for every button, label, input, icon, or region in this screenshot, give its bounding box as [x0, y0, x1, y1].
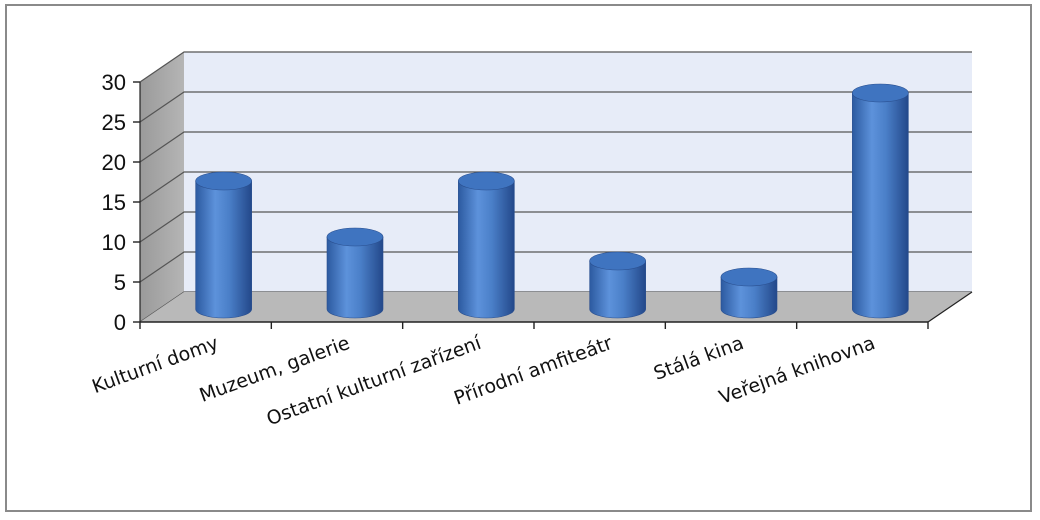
y-tick-label: 30 [102, 70, 126, 95]
bar[interactable] [458, 171, 515, 319]
y-tick-label: 5 [114, 270, 126, 295]
bar-body [589, 260, 646, 319]
bar-top [852, 83, 909, 103]
bar[interactable] [326, 227, 384, 319]
y-tick-label: 25 [102, 110, 126, 135]
y-tick-label: 0 [114, 310, 126, 335]
gridline [139, 131, 972, 163]
bar-top [589, 251, 646, 271]
bar[interactable] [195, 171, 252, 319]
floor [140, 292, 972, 322]
gridline [139, 91, 972, 123]
bar[interactable] [852, 83, 909, 319]
bar[interactable] [720, 267, 778, 319]
x-category-label: Stálá kina [651, 332, 747, 385]
gridline [139, 51, 972, 83]
gridline [139, 171, 972, 203]
gridline [139, 251, 972, 283]
y-tick-label: 15 [102, 190, 126, 215]
bar-body [326, 236, 384, 319]
bar-top [326, 227, 384, 247]
bar-body [458, 180, 515, 319]
bar-body [852, 92, 909, 319]
bar-top [458, 171, 515, 191]
floor-edge [927, 291, 973, 323]
gridline [139, 211, 972, 243]
bar-body [720, 276, 778, 319]
bar[interactable] [589, 251, 646, 319]
bar-top [720, 267, 778, 287]
bar-top [195, 171, 252, 191]
y-tick-label: 20 [102, 150, 126, 175]
x-category-label: Ostatní kulturní zařízení [264, 332, 485, 430]
y-tick-label: 10 [102, 230, 126, 255]
bar-body [195, 180, 252, 319]
